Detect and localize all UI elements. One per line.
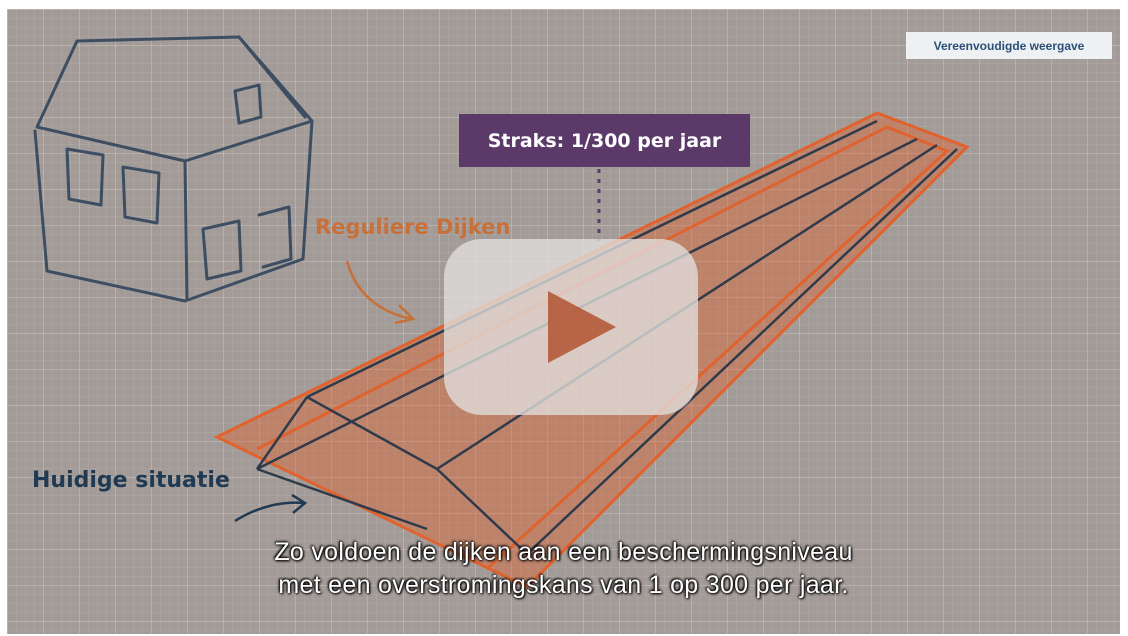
play-button[interactable] [444, 239, 698, 415]
house-sketch [33, 35, 314, 303]
badge-label: Vereenvoudigde weergave [933, 38, 1085, 53]
video-player[interactable]: Vereenvoudigde weergave Straks: 1/300 pe… [7, 9, 1120, 634]
future-standard-callout: Straks: 1/300 per jaar [459, 114, 750, 167]
subtitle-line-1: Zo voldoen de dijken aan een bescherming… [274, 538, 853, 566]
arrow-current [234, 501, 304, 523]
callout-label: Straks: 1/300 per jaar [487, 129, 722, 152]
subtitles: Zo voldoen de dijken aan een bescherming… [7, 536, 1120, 602]
simplified-view-badge: Vereenvoudigde weergave [906, 32, 1112, 59]
subtitle-line-2: met een overstromingskans van 1 op 300 p… [278, 571, 849, 599]
arrow-regular-head [394, 304, 416, 325]
regular-dikes-label: Reguliere Dijken [315, 215, 511, 239]
current-situation-label: Huidige situatie [32, 468, 230, 493]
arrow-current-head [291, 493, 308, 514]
youtube-play-icon [548, 291, 616, 363]
arrow-regular [345, 260, 413, 321]
